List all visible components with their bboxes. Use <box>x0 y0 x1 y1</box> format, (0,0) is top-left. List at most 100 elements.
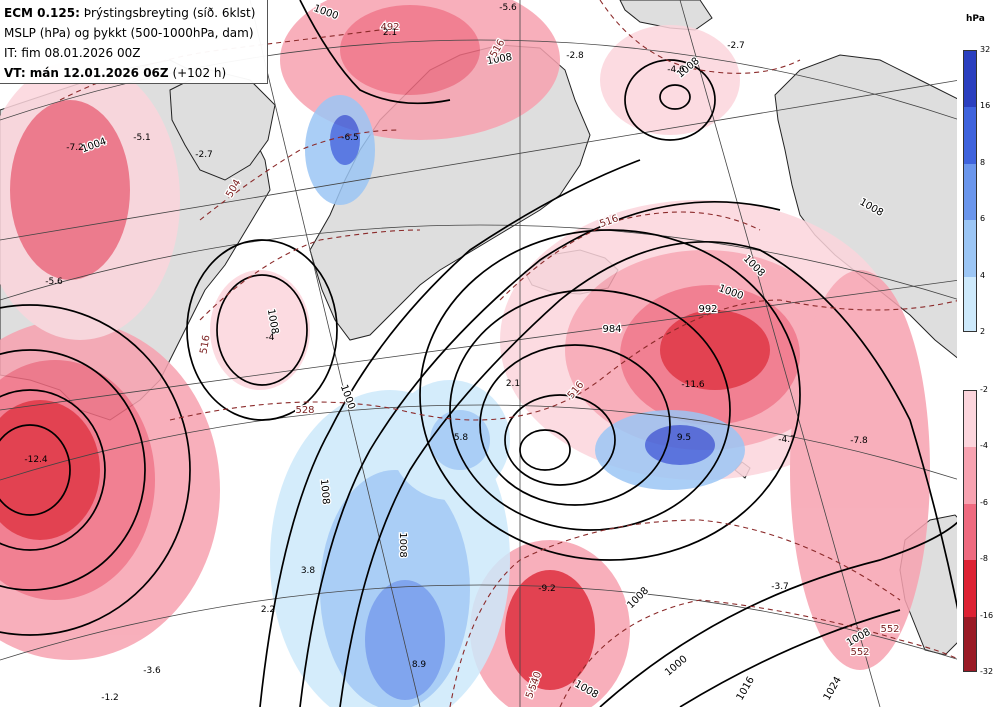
thickness-line-6 <box>499 211 761 301</box>
fall-area-ne <box>600 25 740 135</box>
pressure-change-label: -6.5 <box>341 133 359 143</box>
pressure-fall-shading <box>0 0 930 707</box>
pressure-change-label: -2.7 <box>727 41 745 51</box>
isobar-east-2 <box>679 609 901 707</box>
map-title-box: ECM 0.125: Þrýstingsbreyting (síð. 6klst… <box>0 0 268 84</box>
colorbar-segment <box>964 163 976 221</box>
pressure-change-label: -7.2 <box>66 143 84 153</box>
pressure-rise-shading <box>270 95 745 707</box>
rise-core-east <box>645 425 715 465</box>
latitude-line-3 <box>0 404 960 481</box>
isobar-labrador-ring <box>186 239 338 421</box>
isobar-low-2 <box>504 394 616 486</box>
colorbar-tick-label: -8 <box>980 554 988 564</box>
colorbar-segment <box>964 616 976 671</box>
colorbar-segment <box>964 560 976 617</box>
isobar-west-low-1 <box>0 424 71 516</box>
pressure-change-label: -11.6 <box>681 380 705 390</box>
parameter-name: Þrýstingsbreyting (síð. 6klst) <box>83 6 256 20</box>
model-name: ECM 0.125: <box>4 6 80 20</box>
colorbar-tick-label: -2 <box>980 385 988 394</box>
fall-core-north <box>340 5 480 95</box>
colorbar-segment <box>964 503 976 561</box>
colorbar-segment <box>964 220 976 277</box>
fall-colorbar <box>963 390 977 672</box>
pressure-change-label: -1.2 <box>101 693 119 703</box>
thickness-line-4 <box>449 519 901 707</box>
colorbar-segment <box>964 447 976 504</box>
colorbar-tick-label: 16 <box>980 101 991 111</box>
fall-core-nw <box>10 100 130 280</box>
isobars <box>0 0 960 707</box>
pressure-change-label: -7.8 <box>850 436 868 446</box>
fall-max-iceland <box>660 310 770 390</box>
isobar-west-low-4 <box>0 304 191 636</box>
fall-area-norway <box>790 270 930 670</box>
pressure-change-label: -2.8 <box>566 51 584 61</box>
isobar-wide-1 <box>339 240 960 707</box>
fall-core-south <box>505 570 595 690</box>
pressure-change-label: 9.5 <box>677 433 691 443</box>
pressure-change-label: -3.7 <box>771 582 789 592</box>
thickness-line-3 <box>199 129 401 221</box>
pressure-change-label: -9.2 <box>538 584 556 594</box>
pressure-change-label: 5.8 <box>454 433 469 443</box>
thickness-line-1 <box>169 299 960 421</box>
isobar-ne-ring <box>624 59 716 141</box>
longitude-line-4 <box>0 79 960 241</box>
pressure-change-label: 2.1 <box>506 379 520 389</box>
title-line-4: VT: mán 12.01.2026 06Z (+102 h) <box>4 63 263 83</box>
colorbar-segment <box>964 51 976 108</box>
thickness-label: 492 <box>380 22 399 33</box>
isobar-label: 992 <box>698 304 717 315</box>
pressure-change-label: 2.2 <box>261 605 275 615</box>
colorbar-tick-label: 32 <box>980 45 991 54</box>
isobar-wide-3 <box>259 159 641 707</box>
graticule <box>0 0 960 707</box>
change-label-layer: -5.6 2.1 -6.5 -2.8 -2.7 -4.6 -7.2 -5.1 -2.7 -5.6 -… <box>24 3 868 703</box>
title-line-1: ECM 0.125: Þrýstingsbreyting (síð. 6klst… <box>4 3 263 23</box>
isobar-labrador-low <box>216 274 308 386</box>
pressure-change-label: -12.4 <box>24 455 48 465</box>
longitude-line-3 <box>679 0 881 707</box>
isobar-east-1 <box>599 519 960 707</box>
valid-time: VT: mán 12.01.2026 06Z <box>4 66 169 80</box>
rise-colorbar <box>963 50 977 332</box>
thickness-line-2 <box>199 229 421 321</box>
colorbar-tick-label: 2 <box>980 327 986 336</box>
colorbar-segment <box>964 107 976 164</box>
rise-core-denmark-strait <box>330 115 360 165</box>
legend-unit: hPa <box>966 14 985 24</box>
title-line-2: MSLP (hPa) og þykkt (500-1000hPa, dam) <box>4 26 254 40</box>
latitude-line-2 <box>0 224 960 301</box>
colorbar-tick-label: -32 <box>980 667 994 676</box>
colorbar-tick-label: -6 <box>980 497 988 507</box>
colorbar-tick-label: -16 <box>980 610 994 620</box>
isobar-low-4 <box>449 289 731 531</box>
latitude-line-4 <box>0 584 960 661</box>
longitude-line-5 <box>0 279 960 411</box>
isobar-wide-2 <box>299 201 781 707</box>
pressure-change-label: -4.7 <box>778 435 796 445</box>
rise-mid-south <box>365 580 445 700</box>
thickness-line-8 <box>599 0 801 74</box>
rise-core-center <box>430 410 490 470</box>
pressure-change-label: 8.9 <box>412 660 427 670</box>
fall-area-lab <box>210 270 310 390</box>
colorbar-tick-label: 8 <box>980 157 986 167</box>
pressure-change-label: -2.7 <box>195 150 213 160</box>
pressure-change-label: -5.1 <box>133 133 151 143</box>
fall-max-west <box>0 400 100 540</box>
isobar-low-3 <box>479 344 671 506</box>
colorbar-tick-label: 6 <box>980 214 986 224</box>
isobar-label: 984 <box>602 324 621 335</box>
pressure-change-label: -4.6 <box>667 65 685 75</box>
isobar-label: 1008 <box>318 479 331 505</box>
isobar-low-center <box>519 429 571 471</box>
pressure-change-label: -3.6 <box>143 666 161 676</box>
pressure-change-label: -5.6 <box>45 277 63 287</box>
colorbar-segment <box>964 276 976 331</box>
thickness-label: 516 <box>198 334 212 355</box>
colorbar-tick-label: -4 <box>980 441 988 451</box>
